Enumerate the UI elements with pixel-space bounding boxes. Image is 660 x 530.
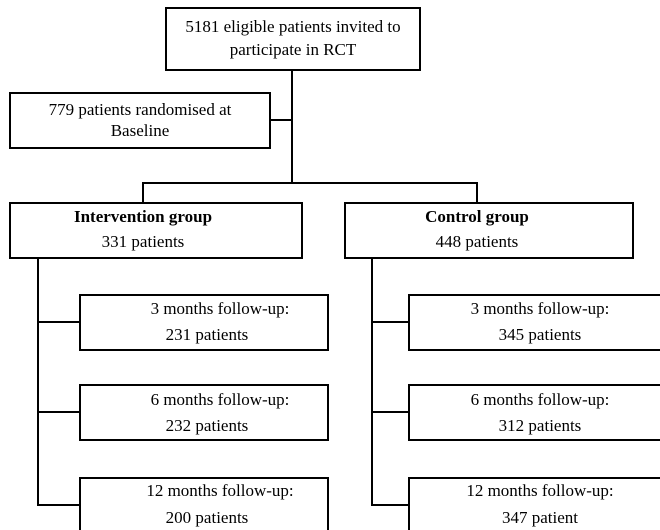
control-box: Control group 448 patients [344, 202, 634, 259]
box-text: participate in RCT [230, 40, 357, 59]
box-text: 5181 eligible patients invited to [185, 17, 400, 36]
box-text: 779 patients randomised at [49, 100, 232, 119]
follow-up-label: 12 months follow-up: [146, 481, 293, 500]
box-text: Baseline [111, 121, 170, 140]
follow-up-label: 3 months follow-up: [471, 299, 610, 318]
intervention-follow-ups: 3 months follow-up: 231 patients 6 month… [79, 294, 329, 530]
follow-up-label: 12 months follow-up: [466, 481, 613, 500]
follow-up-count: 347 patient [502, 508, 578, 527]
follow-up-label: 3 months follow-up: [151, 299, 290, 318]
intervention-box: Intervention group 331 patients [9, 202, 303, 259]
randomised-box: 779 patients randomised at Baseline [9, 92, 271, 149]
group-count: 448 patients [436, 232, 519, 251]
follow-up-count: 232 patients [166, 416, 249, 435]
group-title: Control group [425, 207, 529, 226]
control-follow-ups: 3 months follow-up: 345 patients 6 month… [408, 294, 660, 530]
follow-up-count: 231 patients [166, 325, 249, 344]
group-count: 331 patients [102, 232, 185, 251]
follow-up-count: 345 patients [499, 325, 582, 344]
follow-up-label: 6 months follow-up: [151, 390, 290, 409]
follow-up-count: 200 patients [166, 508, 249, 527]
connectors [37, 70, 478, 506]
follow-up-label: 6 months follow-up: [471, 390, 610, 409]
group-title: Intervention group [74, 207, 212, 226]
top-box: 5181 eligible patients invited to partic… [165, 7, 421, 71]
follow-up-count: 312 patients [499, 416, 582, 435]
